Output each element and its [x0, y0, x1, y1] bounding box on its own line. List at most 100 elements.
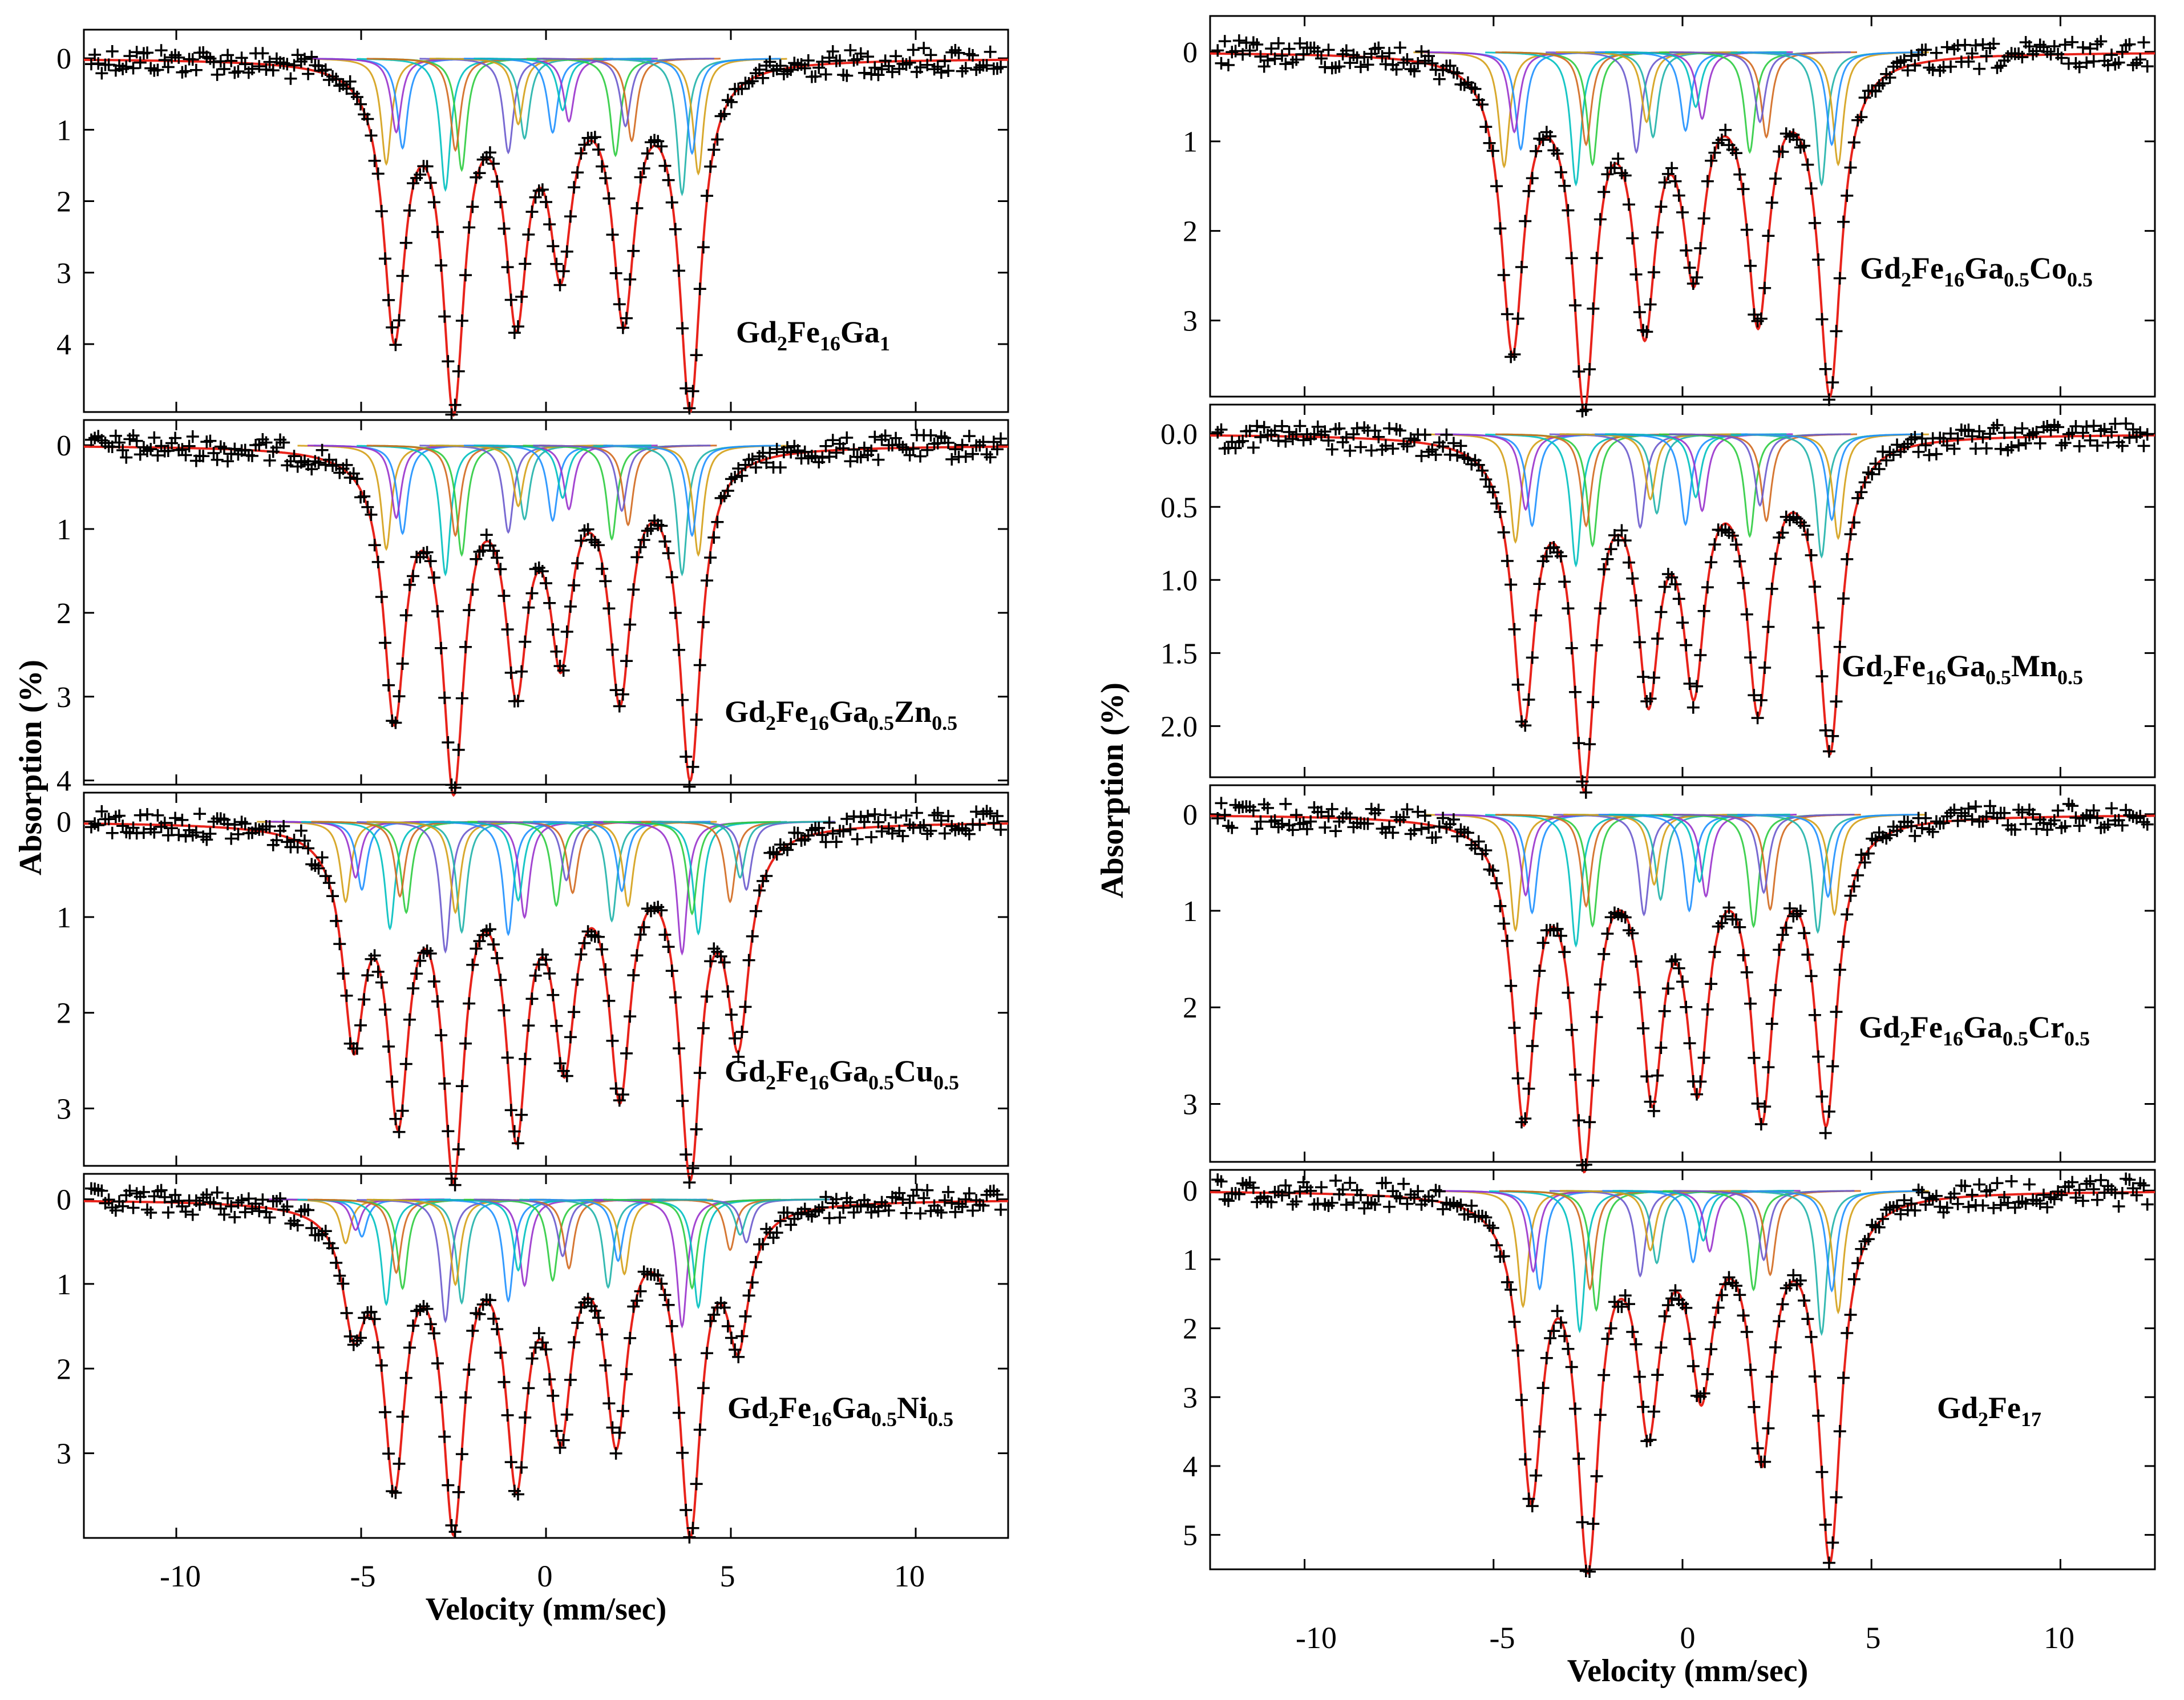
- data-point: [1501, 555, 1514, 568]
- data-point: [1773, 1315, 1786, 1328]
- label-subscript: 16: [811, 1408, 832, 1431]
- data-point: [144, 1206, 157, 1219]
- data-point: [1540, 550, 1553, 563]
- data-point: [1401, 803, 1414, 816]
- data-point: [1908, 431, 1922, 444]
- data-point: [693, 282, 706, 296]
- data-point: [1494, 222, 1507, 235]
- data-point: [1511, 678, 1524, 691]
- data-point: [1733, 920, 1746, 934]
- data-point: [1669, 578, 1682, 591]
- data-point: [540, 196, 552, 209]
- data-point: [1401, 1197, 1414, 1210]
- data-point: [1619, 1289, 1632, 1302]
- data-point: [903, 56, 916, 69]
- data-point: [508, 1125, 521, 1138]
- data-point: [183, 439, 196, 453]
- data-point: [1526, 1500, 1539, 1513]
- data-point: [466, 958, 479, 971]
- data-point: [701, 990, 714, 1003]
- data-point: [120, 451, 133, 464]
- data-point: [340, 1307, 353, 1320]
- data-point: [1919, 439, 1932, 452]
- data-point: [1344, 56, 1357, 70]
- data-point: [525, 992, 539, 1006]
- data-point: [1279, 58, 1292, 71]
- data-point: [823, 450, 836, 463]
- data-point: [1254, 50, 1267, 63]
- data-point: [2048, 40, 2061, 53]
- data-point: [368, 949, 381, 962]
- data-point: [921, 443, 934, 457]
- data-point: [729, 471, 742, 484]
- y-tick-label: 1: [56, 514, 71, 546]
- data-point: [2055, 51, 2068, 64]
- data-point: [1740, 966, 1753, 979]
- subspectrum-line: [533, 445, 711, 512]
- data-point: [609, 266, 622, 280]
- y-tick-label: 3: [56, 257, 71, 290]
- data-point: [361, 500, 374, 514]
- data-point: [1655, 200, 1668, 213]
- data-point: [557, 1434, 570, 1447]
- y-tick-label: 2: [56, 1353, 71, 1386]
- label-subscript: 0.5: [928, 1408, 953, 1431]
- data-point: [1526, 1040, 1539, 1053]
- data-point: [414, 168, 427, 181]
- data-point: [396, 269, 409, 282]
- data-point: [1815, 1465, 1829, 1479]
- data-point: [784, 63, 798, 76]
- data-point: [1565, 252, 1578, 265]
- data-point: [704, 160, 717, 173]
- data-point: [1393, 1192, 1406, 1205]
- data-point: [1526, 172, 1539, 185]
- data-point: [225, 832, 238, 845]
- data-point: [2105, 802, 2118, 815]
- data-point: [141, 807, 154, 821]
- y-tick-label: 3: [1183, 1382, 1198, 1414]
- data-point: [1476, 464, 1489, 477]
- data-point: [1998, 426, 2011, 439]
- data-point: [1730, 913, 1743, 926]
- y-tick-label: 1: [1183, 126, 1198, 159]
- data-point: [1926, 825, 1939, 838]
- data-point: [427, 1327, 440, 1340]
- data-point: [1976, 431, 1989, 444]
- data-point: [550, 645, 563, 658]
- data-point: [1593, 978, 1607, 991]
- y-tick-label: 0: [56, 430, 71, 462]
- data-point: [1544, 130, 1557, 143]
- data-point: [662, 1298, 675, 1311]
- data-point: [543, 1373, 556, 1386]
- subspectrum-line: [651, 821, 829, 879]
- data-point: [438, 1077, 451, 1090]
- data-point: [1530, 144, 1543, 158]
- data-point: [1426, 1194, 1439, 1208]
- data-point: [452, 1142, 465, 1156]
- data-point: [403, 1013, 416, 1026]
- data-point: [1411, 57, 1425, 70]
- data-point: [1876, 1213, 1889, 1226]
- data-point: [1665, 161, 1679, 175]
- data-point: [1490, 877, 1503, 890]
- data-point: [868, 61, 881, 74]
- data-point: [148, 826, 161, 839]
- data-point: [613, 298, 626, 311]
- data-point: [1740, 1325, 1753, 1338]
- data-point: [826, 45, 839, 58]
- data-point: [1508, 1315, 1521, 1328]
- data-point: [1494, 899, 1507, 912]
- data-point: [1536, 1382, 1550, 1395]
- data-point: [1686, 1359, 1700, 1372]
- data-point: [277, 819, 290, 833]
- data-point: [606, 643, 619, 656]
- data-point: [1965, 1188, 1979, 1201]
- data-point: [1965, 430, 1979, 443]
- data-point: [1279, 435, 1292, 448]
- data-point: [1822, 1105, 1835, 1118]
- data-point: [501, 623, 514, 636]
- data-point: [2008, 823, 2021, 836]
- data-point: [987, 435, 1000, 449]
- data-point: [1683, 677, 1696, 691]
- data-point: [186, 1208, 199, 1221]
